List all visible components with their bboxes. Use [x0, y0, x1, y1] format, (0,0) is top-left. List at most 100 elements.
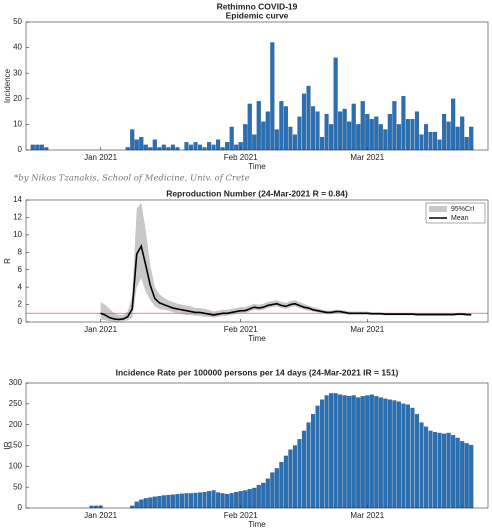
bar — [356, 124, 361, 151]
bar — [288, 449, 293, 509]
bar — [292, 134, 297, 151]
y-tick-label: 10 — [13, 230, 22, 239]
x-tick-label: Jan 2021 — [84, 153, 117, 162]
bar — [220, 147, 225, 151]
bar — [451, 434, 456, 509]
bar — [442, 433, 447, 509]
bar — [139, 499, 144, 509]
bar — [446, 432, 451, 509]
bar — [161, 144, 166, 151]
bar — [329, 393, 334, 509]
bar — [270, 42, 275, 151]
bar — [342, 108, 347, 151]
bar — [175, 147, 180, 151]
bar — [152, 139, 157, 151]
bar — [125, 147, 130, 151]
plot-area — [26, 200, 488, 322]
bar — [464, 137, 469, 151]
bar — [225, 494, 230, 509]
bar — [333, 57, 338, 151]
bar — [387, 399, 392, 509]
bar — [256, 484, 261, 509]
bar — [410, 407, 415, 509]
bar — [170, 494, 175, 509]
bar — [433, 131, 438, 151]
y-tick-label: 100 — [9, 461, 23, 470]
bar — [324, 395, 329, 509]
bar — [288, 126, 293, 151]
bar — [469, 126, 474, 151]
annotation: *by Nikos Tzanakis, School of Medicine, … — [14, 174, 250, 184]
y-tick-label: 2 — [18, 300, 23, 309]
bar — [378, 397, 383, 509]
bar — [166, 147, 171, 151]
x-axis-label: Time — [248, 520, 266, 529]
chart-subtitle: Epidemic curve — [226, 10, 289, 20]
bar — [423, 426, 429, 509]
bar — [179, 493, 184, 509]
bar — [329, 124, 334, 151]
bar — [360, 396, 365, 509]
bar — [446, 121, 451, 151]
bar — [306, 85, 311, 151]
y-tick-label: 6 — [18, 265, 23, 274]
bar — [383, 398, 388, 509]
x-tick-label: Jan 2021 — [84, 511, 117, 520]
bar — [229, 493, 234, 509]
bar — [188, 493, 194, 509]
legend-label: 95%CrI — [451, 206, 474, 213]
y-tick-label: 4 — [18, 282, 23, 291]
bar — [369, 394, 374, 509]
bar — [279, 462, 284, 509]
bar — [202, 492, 207, 509]
bar — [134, 139, 139, 151]
bar — [464, 443, 469, 509]
bar — [405, 119, 410, 151]
x-tick-label: Feb 2021 — [224, 325, 258, 334]
bar — [202, 147, 207, 151]
bar — [193, 142, 198, 151]
bar — [442, 114, 447, 151]
bar — [216, 139, 221, 151]
bar — [396, 124, 401, 151]
bar — [283, 106, 288, 151]
x-tick-label: Feb 2021 — [224, 153, 258, 162]
bar — [265, 111, 270, 151]
bar — [324, 114, 329, 151]
chart-title: Reproduction Number (24-Mar-2021 R = 0.8… — [166, 188, 348, 198]
bar — [220, 493, 225, 509]
bar — [310, 414, 316, 509]
bar — [392, 400, 397, 509]
y-tick-label: 0 — [18, 503, 23, 512]
bar — [455, 126, 460, 151]
bar — [301, 430, 307, 509]
x-tick-label: Mar 2021 — [350, 325, 384, 334]
bar — [143, 498, 148, 509]
bar — [387, 114, 392, 151]
bar — [207, 142, 212, 151]
bar — [247, 489, 252, 509]
bar — [211, 490, 216, 509]
bar — [197, 144, 203, 151]
bar — [44, 147, 49, 151]
x-tick-label: Feb 2021 — [224, 511, 258, 520]
bar — [197, 492, 203, 509]
bar — [234, 492, 239, 509]
bar — [437, 432, 442, 509]
y-axis-label: Incidence — [3, 68, 12, 103]
bar — [455, 437, 460, 509]
y-tick-label: 0 — [18, 317, 23, 326]
bar — [139, 137, 144, 151]
bar — [369, 119, 374, 151]
bar — [365, 114, 370, 151]
y-tick-label: 200 — [9, 420, 23, 429]
bar — [433, 432, 438, 509]
bar — [374, 116, 379, 151]
bar — [419, 422, 424, 509]
y-tick-label: 10 — [13, 120, 22, 129]
bar — [315, 111, 320, 151]
bar — [134, 501, 139, 509]
bar — [297, 116, 302, 151]
bar — [306, 422, 311, 509]
bar — [292, 445, 297, 509]
